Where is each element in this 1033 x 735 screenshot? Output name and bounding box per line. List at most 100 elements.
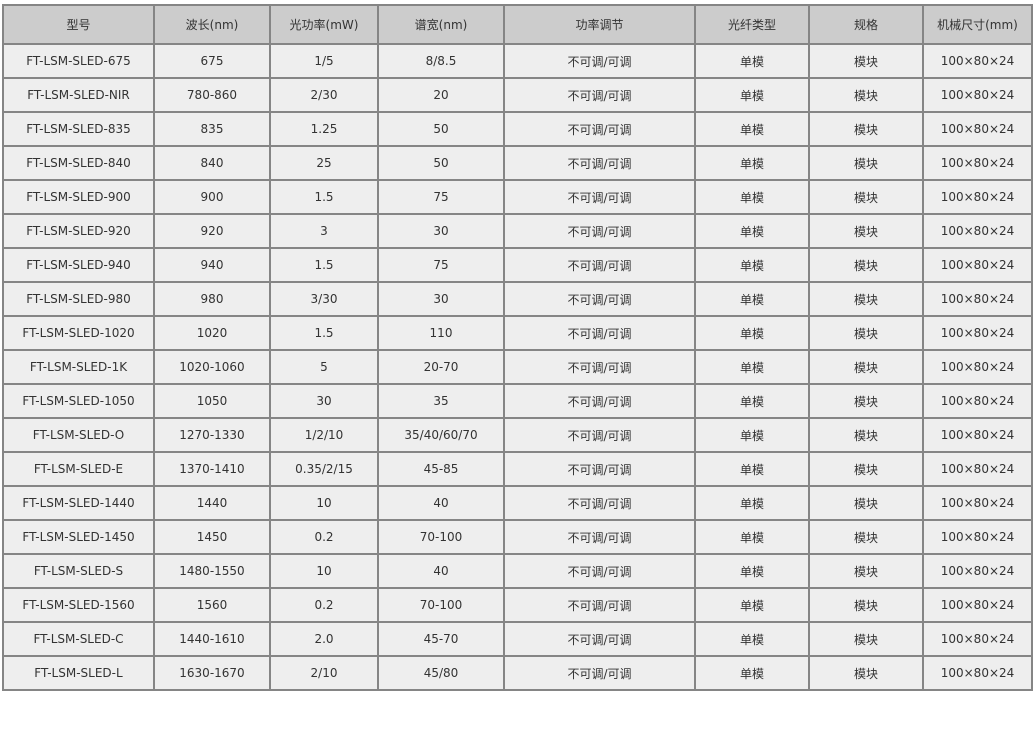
cell-spec: 模块 <box>808 553 924 589</box>
cell-wavelength: 1480-1550 <box>153 553 271 589</box>
cell-fiber-type: 单模 <box>694 111 810 147</box>
cell-fiber-type: 单模 <box>694 417 810 453</box>
cell-optical-power: 1.25 <box>269 111 379 147</box>
table-row: FT-LSM-SLED-900 900 1.5 75 不可调/可调 单模 模块 100×80×… <box>2 179 1033 215</box>
column-header-power-adjust: 功率调节 <box>503 4 696 45</box>
table-row: FT-LSM-SLED-NIR 780-860 2/30 20 不可调/可调 单模 模块 10… <box>2 77 1033 113</box>
cell-fiber-type: 单模 <box>694 315 810 351</box>
cell-power-adjust: 不可调/可调 <box>503 655 696 691</box>
cell-fiber-type: 单模 <box>694 145 810 181</box>
cell-fiber-type: 单模 <box>694 349 810 385</box>
cell-optical-power: 3/30 <box>269 281 379 317</box>
cell-spec: 模块 <box>808 247 924 283</box>
table-row: FT-LSM-SLED-675 675 1/5 8/8.5 不可调/可调 单模 模块 100×… <box>2 43 1033 79</box>
table-row: FT-LSM-SLED-940 940 1.5 75 不可调/可调 单模 模块 100×80×… <box>2 247 1033 283</box>
cell-fiber-type: 单模 <box>694 179 810 215</box>
cell-mechanical-size: 100×80×24 <box>922 519 1033 555</box>
cell-optical-power: 1.5 <box>269 179 379 215</box>
cell-mechanical-size: 100×80×24 <box>922 213 1033 249</box>
cell-model: FT-LSM-SLED-920 <box>2 213 155 249</box>
column-header-spec: 规格 <box>808 4 924 45</box>
cell-model: FT-LSM-SLED-840 <box>2 145 155 181</box>
cell-fiber-type: 单模 <box>694 587 810 623</box>
cell-power-adjust: 不可调/可调 <box>503 43 696 79</box>
cell-spec: 模块 <box>808 145 924 181</box>
cell-wavelength: 1450 <box>153 519 271 555</box>
cell-mechanical-size: 100×80×24 <box>922 43 1033 79</box>
cell-model: FT-LSM-SLED-1440 <box>2 485 155 521</box>
cell-spectral-width: 40 <box>377 485 505 521</box>
cell-model: FT-LSM-SLED-E <box>2 451 155 487</box>
cell-optical-power: 10 <box>269 485 379 521</box>
cell-spectral-width: 35 <box>377 383 505 419</box>
cell-power-adjust: 不可调/可调 <box>503 621 696 657</box>
column-header-model: 型号 <box>2 4 155 45</box>
cell-spec: 模块 <box>808 485 924 521</box>
cell-wavelength: 835 <box>153 111 271 147</box>
cell-spectral-width: 35/40/60/70 <box>377 417 505 453</box>
cell-optical-power: 30 <box>269 383 379 419</box>
cell-mechanical-size: 100×80×24 <box>922 383 1033 419</box>
cell-wavelength: 1440 <box>153 485 271 521</box>
table-row: FT-LSM-SLED-O 1270-1330 1/2/10 35/40/60/70 不… <box>2 417 1033 453</box>
table-row: FT-LSM-SLED-980 980 3/30 30 不可调/可调 单模 模块 100×80… <box>2 281 1033 317</box>
cell-wavelength: 980 <box>153 281 271 317</box>
column-header-fiber-type: 光纤类型 <box>694 4 810 45</box>
cell-optical-power: 0.2 <box>269 587 379 623</box>
cell-mechanical-size: 100×80×24 <box>922 179 1033 215</box>
cell-spectral-width: 20 <box>377 77 505 113</box>
column-header-wavelength: 波长(nm) <box>153 4 271 45</box>
cell-fiber-type: 单模 <box>694 553 810 589</box>
cell-spectral-width: 70-100 <box>377 519 505 555</box>
cell-mechanical-size: 100×80×24 <box>922 247 1033 283</box>
cell-power-adjust: 不可调/可调 <box>503 179 696 215</box>
cell-fiber-type: 单模 <box>694 621 810 657</box>
table-row: FT-LSM-SLED-E 1370-1410 0.35/2/15 45-85 不可调/… <box>2 451 1033 487</box>
cell-spec: 模块 <box>808 451 924 487</box>
cell-power-adjust: 不可调/可调 <box>503 213 696 249</box>
cell-model: FT-LSM-SLED-940 <box>2 247 155 283</box>
cell-mechanical-size: 100×80×24 <box>922 451 1033 487</box>
cell-wavelength: 940 <box>153 247 271 283</box>
cell-spectral-width: 30 <box>377 281 505 317</box>
cell-spectral-width: 45-85 <box>377 451 505 487</box>
cell-optical-power: 25 <box>269 145 379 181</box>
cell-spectral-width: 45-70 <box>377 621 505 657</box>
table-row: FT-LSM-SLED-835 835 1.25 50 不可调/可调 单模 模块 100×80… <box>2 111 1033 147</box>
cell-power-adjust: 不可调/可调 <box>503 519 696 555</box>
cell-spectral-width: 30 <box>377 213 505 249</box>
cell-model: FT-LSM-SLED-980 <box>2 281 155 317</box>
cell-spec: 模块 <box>808 315 924 351</box>
cell-wavelength: 1560 <box>153 587 271 623</box>
cell-model: FT-LSM-SLED-835 <box>2 111 155 147</box>
cell-fiber-type: 单模 <box>694 281 810 317</box>
cell-spec: 模块 <box>808 281 924 317</box>
cell-spec: 模块 <box>808 587 924 623</box>
cell-wavelength: 1020 <box>153 315 271 351</box>
table-row: FT-LSM-SLED-L 1630-1670 2/10 45/80 不可调/可调 单模模… <box>2 655 1033 691</box>
cell-spec: 模块 <box>808 111 924 147</box>
cell-fiber-type: 单模 <box>694 43 810 79</box>
table-row: FT-LSM-SLED-840 840 25 50 不可调/可调 单模 模块 100×80×2… <box>2 145 1033 181</box>
cell-model: FT-LSM-SLED-900 <box>2 179 155 215</box>
cell-spec: 模块 <box>808 417 924 453</box>
cell-fiber-type: 单模 <box>694 519 810 555</box>
cell-spec: 模块 <box>808 621 924 657</box>
cell-fiber-type: 单模 <box>694 451 810 487</box>
table-row: FT-LSM-SLED-1K 1020-1060 5 20-70 不可调/可调 单模 模块 1… <box>2 349 1033 385</box>
cell-power-adjust: 不可调/可调 <box>503 553 696 589</box>
cell-model: FT-LSM-SLED-1450 <box>2 519 155 555</box>
cell-mechanical-size: 100×80×24 <box>922 145 1033 181</box>
cell-optical-power: 10 <box>269 553 379 589</box>
cell-mechanical-size: 100×80×24 <box>922 349 1033 385</box>
cell-wavelength: 1270-1330 <box>153 417 271 453</box>
cell-mechanical-size: 100×80×24 <box>922 553 1033 589</box>
table-row: FT-LSM-SLED-1450 1450 0.2 70-100 不可调/可调 单模 模块 1… <box>2 519 1033 555</box>
cell-spec: 模块 <box>808 655 924 691</box>
cell-power-adjust: 不可调/可调 <box>503 111 696 147</box>
cell-spectral-width: 75 <box>377 247 505 283</box>
cell-spectral-width: 20-70 <box>377 349 505 385</box>
column-header-optical-power: 光功率(mW) <box>269 4 379 45</box>
cell-model: FT-LSM-SLED-1560 <box>2 587 155 623</box>
cell-spectral-width: 70-100 <box>377 587 505 623</box>
